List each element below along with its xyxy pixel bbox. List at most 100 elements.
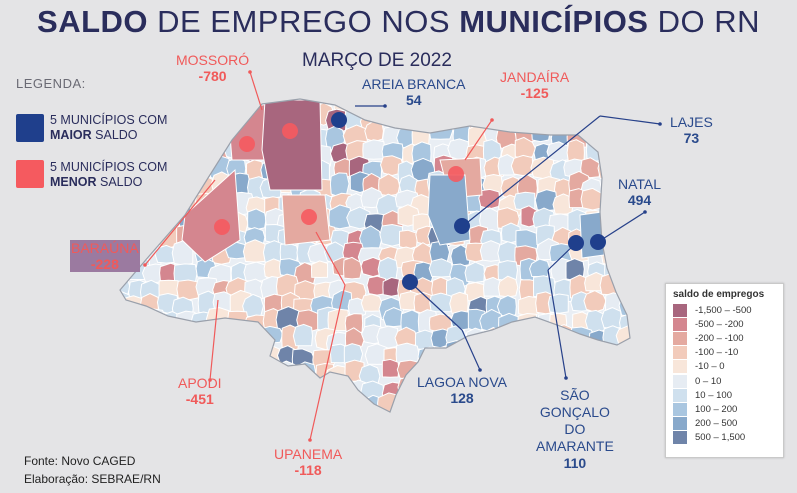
municipality-cell (310, 414, 335, 436)
municipality-cell (260, 362, 285, 390)
municipality-cell (599, 272, 623, 296)
municipality-cell (120, 171, 132, 195)
municipality-cell (570, 99, 589, 114)
municipality-cell (122, 172, 145, 197)
municipality-cell (242, 239, 268, 263)
lajes-leader-line-b (599, 115, 661, 125)
sao-goncalo-leader-line-b (547, 269, 567, 379)
municipality-cell (128, 99, 148, 114)
lajes-leader-line-a (462, 115, 601, 227)
municipality-cell (242, 398, 268, 412)
municipality-cell (157, 109, 177, 133)
sao-goncalo-line3: DO (564, 421, 586, 437)
municipality-cell (144, 211, 163, 234)
municipality-cell (395, 417, 415, 436)
municipality-cell (224, 348, 249, 370)
lagoa-nova-leader-line-b (461, 329, 481, 371)
municipality-cell (602, 349, 627, 371)
municipality-cell (125, 399, 152, 412)
legend-maior-text: 5 MUNICÍPIOS COM MAIOR SALDO (50, 113, 167, 143)
municipality-cell (497, 275, 519, 298)
municipality-cell (450, 415, 475, 438)
municipality-cell (634, 344, 652, 368)
municipality-cell (146, 379, 171, 402)
municipality-cell (410, 107, 434, 135)
municipality-cell (566, 365, 587, 387)
mossoro-value: -780 (198, 68, 227, 84)
municipality-cell (447, 138, 470, 161)
municipality-cell (126, 209, 151, 229)
municipality-cell (228, 378, 251, 402)
legend-menor-bold: MENOR (50, 175, 97, 189)
municipality-cell (614, 241, 630, 265)
municipality-cell (123, 128, 148, 148)
label-jandaira: JANDAÍRA -125 (500, 69, 569, 101)
municipality-cell (228, 328, 253, 350)
municipality-cell (546, 343, 572, 363)
legend-menor-text: 5 MUNICÍPIOS COM MENOR SALDO (50, 160, 167, 190)
municipality-cell (144, 145, 166, 167)
municipality-cell (588, 345, 612, 369)
municipality-cell (175, 127, 202, 149)
natal-value: 494 (627, 192, 652, 208)
upanema-marker (301, 209, 317, 225)
color-scale-swatch (673, 402, 687, 416)
color-scale-rows: -1,500 – -500 -500 – -200 -200 – -100 -100 … (666, 303, 783, 445)
municipality-cell (160, 144, 182, 163)
lagoa-nova-marker (402, 274, 418, 290)
color-scale-item: -200 – -100 (666, 331, 783, 345)
jandaira-leader-end (490, 118, 494, 122)
municipality-cell (124, 310, 145, 336)
color-scale-item: 500 – 1,500 (666, 431, 783, 445)
municipality-cell (634, 314, 652, 337)
color-scale-label: -500 – -200 (695, 318, 744, 330)
apodi-name: APODI (178, 375, 222, 391)
lajes-marker (454, 218, 470, 234)
municipality-cell (482, 409, 504, 412)
municipality-cell (120, 324, 136, 348)
color-scale-label: 500 – 1,500 (695, 432, 746, 444)
municipality-cell (620, 211, 630, 236)
label-sao-goncalo: SÃO GONÇALO DO AMARANTE 110 (536, 387, 614, 472)
municipality-cell (110, 415, 131, 432)
municipality-cell (120, 99, 130, 112)
municipality-cell (344, 327, 366, 348)
municipality-cell (120, 312, 132, 338)
municipality-cell (553, 103, 576, 123)
color-scale-item: -1,500 – -500 (666, 303, 783, 317)
municipality-cell (211, 414, 231, 433)
sao-goncalo-marker (568, 235, 584, 251)
color-scale-label: -10 – 0 (695, 361, 725, 373)
municipality-cell (229, 99, 253, 115)
municipality-cell (583, 290, 607, 313)
municipality-cell (480, 341, 504, 363)
municipality-cell (155, 383, 177, 405)
color-scale-legend: saldo de empregos -1,500 – -500 -500 – -2… (665, 283, 784, 458)
municipality-cell (157, 160, 180, 183)
legend-title: LEGENDA: (16, 76, 86, 91)
municipality-cell (445, 340, 469, 360)
municipality-cell (211, 104, 237, 129)
municipality-cell (362, 139, 386, 160)
municipality-cell (140, 308, 166, 328)
color-scale-swatch (673, 317, 687, 331)
sao-goncalo-leader-end (564, 376, 568, 380)
barauna-value: -228 (90, 256, 119, 272)
areia-branca-value: 54 (405, 92, 422, 108)
lajes-value: 73 (683, 130, 700, 146)
municipality-cell (331, 396, 351, 412)
municipality-cell (342, 256, 363, 280)
municipality-cell (638, 91, 662, 109)
municipality-cell (120, 396, 129, 412)
municipality-cell (514, 341, 538, 366)
municipality-cell (397, 106, 416, 130)
municipality-cell (333, 99, 355, 112)
municipality-cell (552, 362, 574, 384)
jandaira-value: -125 (520, 85, 549, 101)
municipality-cell (613, 99, 630, 113)
municipality-cell (326, 408, 346, 412)
municipality-cell (636, 127, 654, 150)
municipality-cell (293, 377, 316, 397)
municipality-cell (365, 417, 389, 442)
